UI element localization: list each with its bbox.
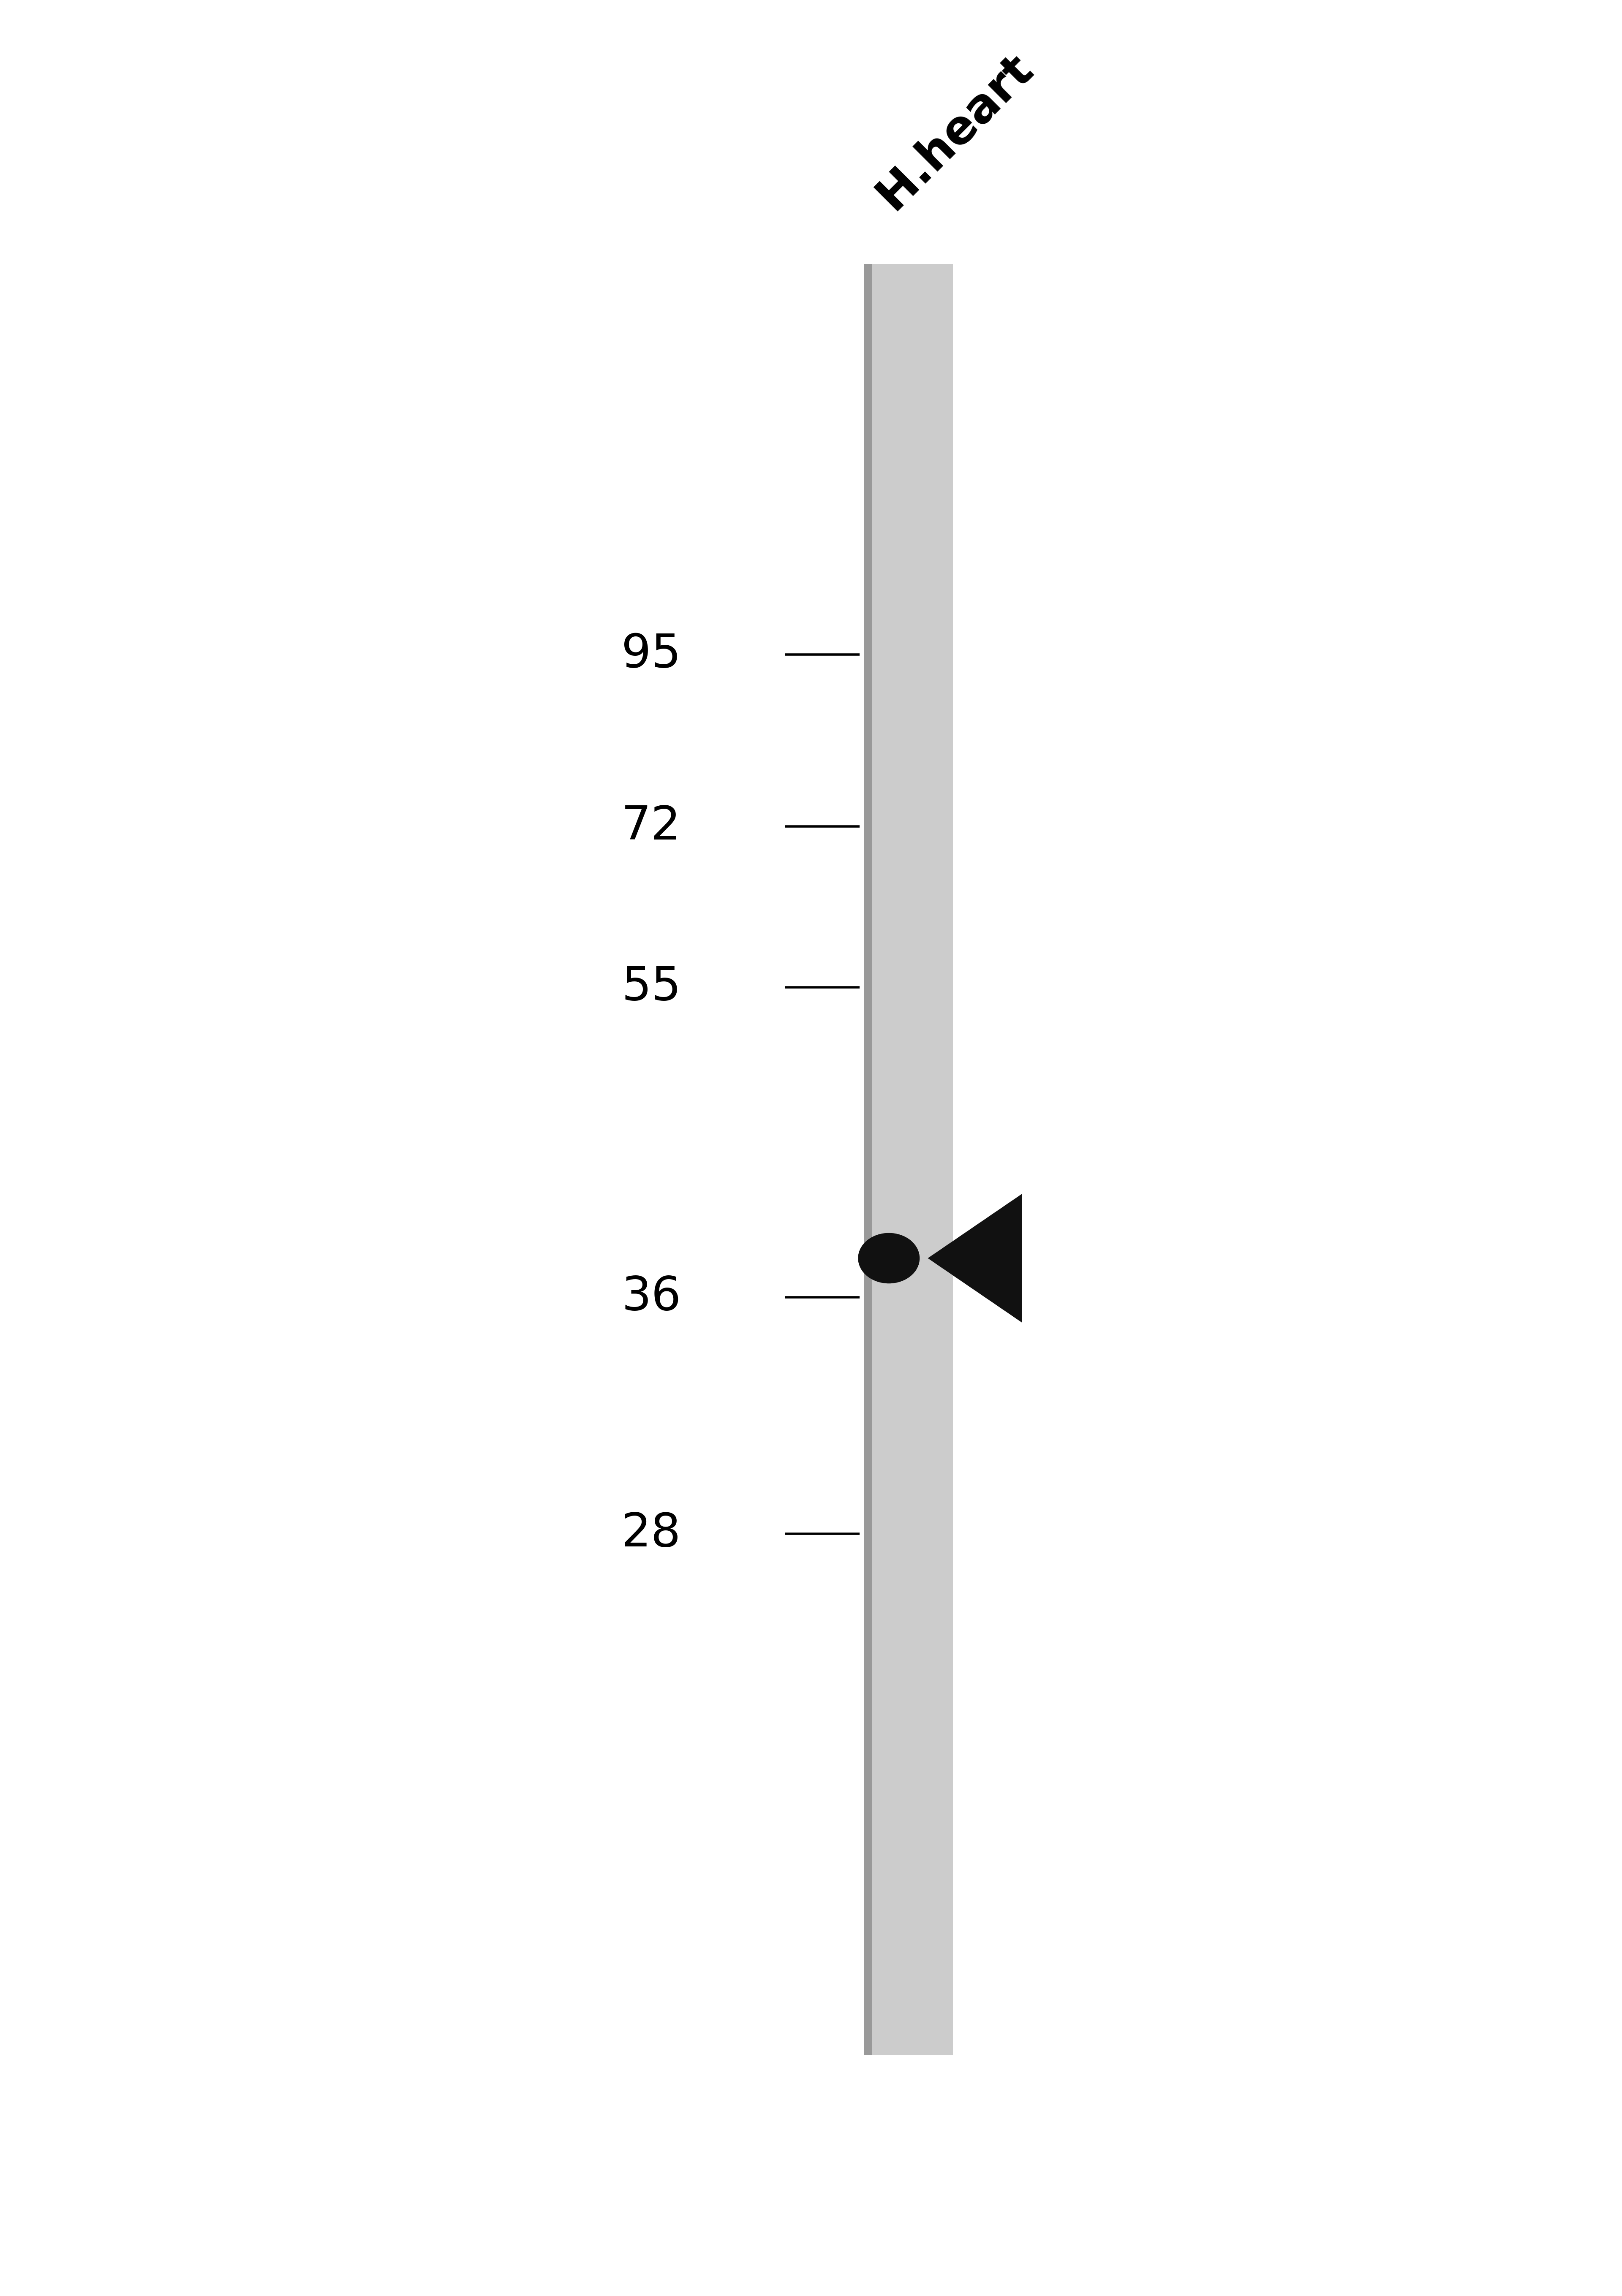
Text: 28: 28 — [621, 1511, 681, 1557]
Text: 55: 55 — [621, 964, 681, 1010]
Bar — [865, 264, 873, 2055]
Text: 72: 72 — [621, 804, 681, 850]
Bar — [865, 264, 954, 2055]
Text: H.heart: H.heart — [868, 46, 1041, 218]
Ellipse shape — [858, 1233, 920, 1283]
Polygon shape — [928, 1194, 1022, 1322]
Text: 36: 36 — [621, 1274, 681, 1320]
Text: 95: 95 — [621, 631, 681, 677]
